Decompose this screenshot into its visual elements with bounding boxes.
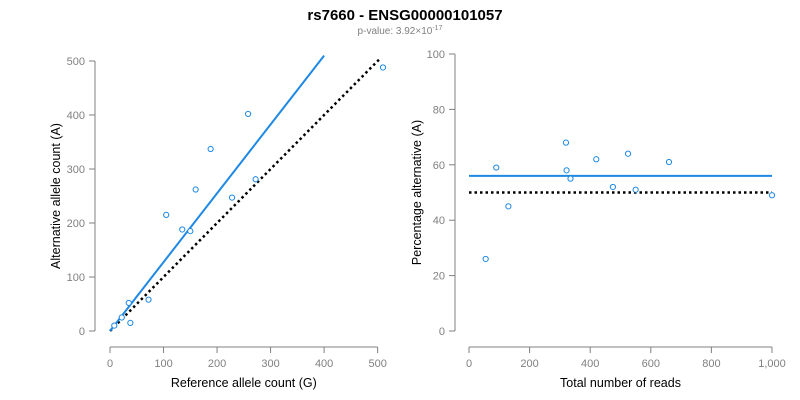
left-x-tick-label: 300 [261,358,279,370]
right-y-tick-label: 0 [439,326,445,338]
left-y-axis-title: Alternative allele count (A) [49,123,63,269]
right-x-axis-title: Total number of reads [560,376,681,390]
left-x-tick-label: 500 [368,358,386,370]
right-y-tick-label: 60 [433,160,445,172]
left-x-tick-label: 100 [154,358,172,370]
subtitle-exponent: -17 [432,25,442,32]
right-y-tick-label: 80 [433,104,445,116]
right-x-tick-label: 0 [466,358,472,370]
left-y-tick-label: 200 [67,218,85,230]
left-data-point [245,110,252,118]
right-y-tick-label: 20 [433,271,445,283]
left-data-point [118,314,125,321]
left-x-tick-label: 400 [315,358,333,370]
right-data-point [567,175,574,182]
chart-title: rs7660 - ENSG00000101057 [307,7,502,24]
right-y-axis-title: Percentage alternative (A) [410,120,424,265]
right-data-point [632,186,639,193]
left-data-point [179,226,186,233]
right-scatter-panel: 0 200 400 600 800 1,000 0 20 40 60 80 100 Total numb… [410,49,786,390]
left-data-point [145,296,152,303]
left-data-point [228,194,236,201]
left-data-point [187,228,194,235]
left-data-point [192,186,199,193]
left-data-point [111,322,118,329]
right-y-tick-label: 100 [427,49,445,61]
left-x-axis-title: Reference allele count (G) [171,376,317,390]
left-fit-line [109,54,325,332]
right-data-point [624,150,632,157]
right-data-point [665,158,673,166]
left-y-tick-label: 100 [67,272,85,284]
right-data-point [482,255,489,263]
right-x-tick-label: 1,000 [758,358,786,370]
left-y-tick-label: 300 [67,164,85,176]
left-data-point [207,145,214,153]
right-data-point [593,156,600,163]
left-y-tick-label: 0 [79,326,85,338]
left-x-tick-label: 0 [107,358,113,370]
right-data-point [505,203,512,210]
subtitle-prefix: p-value: 3.92×10 [358,26,433,37]
left-data-point [379,64,387,71]
left-data-point [125,299,132,307]
right-data-point [562,139,570,146]
right-data-point [493,164,500,171]
left-reference-line [109,57,382,332]
right-data-point [563,167,570,174]
left-scatter-panel: 0 100 200 300 400 500 0 100 200 300 400 500 Referenc… [49,54,387,390]
right-data-point [609,183,617,191]
left-y-tick-label: 500 [67,56,85,68]
right-data-point [768,192,776,199]
right-x-tick-label: 600 [642,358,660,370]
left-data-point [127,319,134,326]
chart-subtitle: p-value: 3.92×10-17 [358,25,443,37]
right-x-tick-label: 400 [581,358,599,370]
left-x-tick-label: 200 [208,358,226,370]
left-data-point [163,211,170,218]
right-x-tick-label: 200 [520,358,538,370]
right-y-tick-label: 40 [433,215,445,227]
left-data-point [252,176,259,183]
right-x-tick-label: 800 [702,358,720,370]
left-y-tick-label: 400 [67,110,85,122]
